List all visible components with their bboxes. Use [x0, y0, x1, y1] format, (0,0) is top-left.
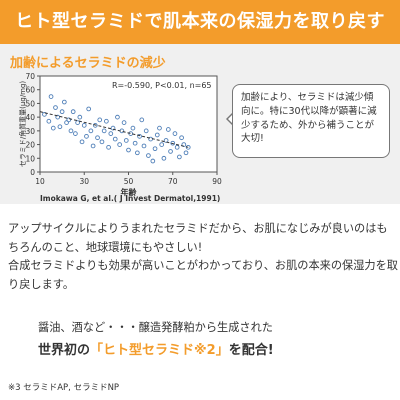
x-tick-label: 10	[35, 177, 45, 186]
data-point	[143, 128, 149, 134]
speech-bubble: 加齢により、セラミドは減少傾向に。特に30代以降が顕著に減少するため、外から補う…	[232, 84, 390, 158]
data-point	[73, 131, 78, 136]
data-point	[170, 140, 176, 146]
y-tick-label: 70	[25, 72, 35, 81]
body-text: アップサイクルによりうまれたセラミドだから、お肌になじみが良いのはもちろんのこと…	[8, 220, 398, 294]
y-axis-label: セラミド/角質重量(μg/mg)	[18, 81, 27, 168]
body-paragraph-2: 合成セラミドよりも効果が高いことがわかっており、お肌の本来の保湿力を取り戻します…	[8, 259, 398, 291]
data-point	[152, 146, 158, 152]
data-point	[146, 153, 151, 158]
y-tick-label: 60	[25, 86, 35, 95]
data-point	[84, 133, 89, 139]
produced-text: 醤油、酒など・・・醸造発酵粕から生成された	[38, 321, 273, 334]
data-point	[161, 155, 167, 161]
data-point	[154, 132, 160, 138]
data-point	[70, 109, 76, 115]
data-point	[106, 144, 111, 150]
data-point	[66, 117, 72, 123]
data-point	[137, 133, 142, 139]
data-point	[115, 114, 120, 120]
footnote: ※3 セラミドAP, セラミドNP	[8, 383, 120, 393]
y-tick-label: 50	[25, 99, 35, 108]
data-point	[135, 150, 140, 156]
data-point	[50, 125, 56, 131]
data-point	[46, 118, 52, 124]
chart-section-title: 加齢によるセラミドの減少	[10, 56, 166, 71]
data-point	[90, 143, 96, 149]
x-tick-label: 50	[124, 177, 134, 186]
world-first-suffix: を配合!	[228, 343, 274, 358]
data-point	[112, 136, 118, 142]
x-tick-label: 90	[212, 177, 222, 186]
plot-area	[39, 75, 218, 173]
bubble-tail-inner	[228, 113, 234, 125]
y-tick-label: 30	[25, 127, 35, 136]
data-point	[81, 123, 87, 128]
data-point	[55, 114, 61, 120]
world-first-highlight: 「ヒト型セラミド※2」	[90, 343, 229, 358]
data-point	[159, 142, 165, 147]
y-tick-label: 40	[25, 113, 35, 122]
data-point	[86, 106, 92, 112]
data-point	[110, 125, 116, 131]
y-tick-label: 0	[30, 168, 35, 177]
data-point	[139, 117, 145, 123]
data-point	[126, 147, 131, 153]
data-point	[117, 142, 122, 147]
y-tick-label: 20	[25, 141, 35, 150]
data-point	[150, 158, 156, 164]
bubble-text: 加齢により、セラミドは減少傾向に。特に30代以降が顕著に減少するため、外から補う…	[241, 92, 377, 145]
data-point	[42, 112, 47, 117]
data-point	[68, 128, 74, 134]
data-point	[163, 138, 169, 143]
data-point	[79, 139, 85, 145]
data-point	[130, 125, 136, 131]
banner-title: ヒト型セラミドで肌本来の保湿力を取り戻す	[15, 11, 385, 32]
data-point	[97, 117, 103, 123]
data-point	[168, 149, 173, 154]
data-point	[95, 135, 100, 141]
data-point	[141, 143, 147, 149]
data-point	[172, 131, 178, 136]
data-point	[48, 94, 54, 99]
chart-stats: R=-0.590, P<0.01, n=65	[112, 81, 212, 90]
data-point	[121, 120, 127, 125]
y-tick-label: 10	[25, 154, 35, 163]
x-tick-label: 30	[79, 177, 89, 186]
header-banner: ヒト型セラミドで肌本来の保湿力を取り戻す	[0, 0, 400, 44]
data-point	[123, 138, 129, 143]
x-axis-label: 年齢	[121, 187, 138, 197]
data-point	[183, 150, 189, 156]
data-point	[177, 154, 182, 160]
data-point	[59, 109, 65, 115]
data-point	[101, 128, 107, 134]
world-first-line: 世界初の「ヒト型セラミド※2」を配合!	[38, 339, 274, 358]
trend-line	[39, 111, 189, 148]
data-point	[88, 128, 94, 134]
data-point	[57, 124, 63, 130]
data-point	[157, 125, 162, 131]
data-point	[53, 105, 58, 110]
data-point	[165, 127, 171, 132]
data-point	[104, 118, 109, 124]
data-point	[99, 139, 105, 145]
x-tick-label: 70	[168, 177, 178, 186]
data-point	[179, 135, 184, 141]
chart-citation: Imokawa G, et al.( J Invest Dermatol,199…	[40, 194, 220, 203]
data-point	[64, 120, 69, 125]
data-point	[61, 99, 67, 105]
data-point	[77, 114, 83, 120]
body-paragraph-1: アップサイクルによりうまれたセラミドだから、お肌になじみが良いのはもちろんのこと…	[8, 222, 388, 254]
data-point	[174, 144, 180, 150]
data-point	[75, 120, 80, 125]
data-point	[92, 123, 98, 128]
data-point	[132, 140, 138, 146]
world-first-prefix: 世界初の	[38, 343, 91, 358]
data-point	[108, 131, 114, 136]
